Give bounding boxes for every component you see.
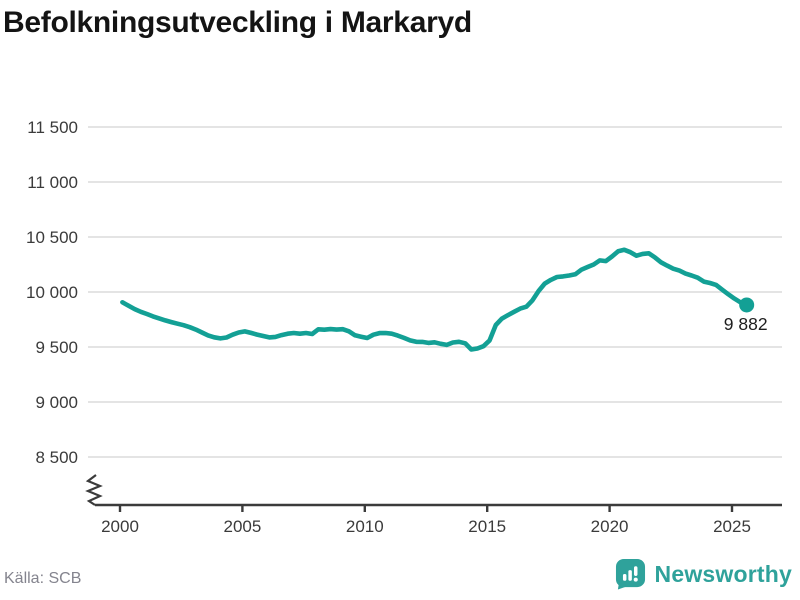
newsworthy-icon bbox=[615, 558, 645, 590]
newsworthy-logo[interactable]: Newsworthy bbox=[615, 558, 792, 590]
x-tick-label: 2000 bbox=[101, 517, 139, 536]
y-tick-label: 11 500 bbox=[27, 118, 78, 137]
population-line-chart: 8 500 9 000 9 500 10 000 10 500 11 000 11 500 2… bbox=[26, 118, 782, 536]
x-tick-label: 2015 bbox=[468, 517, 506, 536]
axis-break-icon bbox=[85, 474, 103, 506]
last-value-label: 9 882 bbox=[724, 314, 768, 334]
y-tick-label: 10 000 bbox=[26, 283, 78, 302]
newsworthy-wordmark: Newsworthy bbox=[654, 560, 792, 587]
source-label: Källa: SCB bbox=[4, 570, 82, 587]
page-title: Befolkningsutveckling i Markaryd bbox=[3, 6, 472, 39]
y-tick-label: 9 000 bbox=[35, 393, 78, 412]
x-tick-label: 2010 bbox=[346, 517, 384, 536]
y-tick-label: 9 500 bbox=[35, 338, 78, 357]
population-series-line bbox=[120, 247, 749, 352]
y-tick-label: 8 500 bbox=[35, 448, 78, 467]
y-tick-label: 11 000 bbox=[27, 173, 78, 192]
last-point-marker bbox=[739, 297, 755, 313]
x-tick-label: 2005 bbox=[223, 517, 261, 536]
x-tick-label: 2020 bbox=[591, 517, 629, 536]
y-tick-label: 10 500 bbox=[26, 228, 78, 247]
x-tick-label: 2025 bbox=[713, 517, 751, 536]
